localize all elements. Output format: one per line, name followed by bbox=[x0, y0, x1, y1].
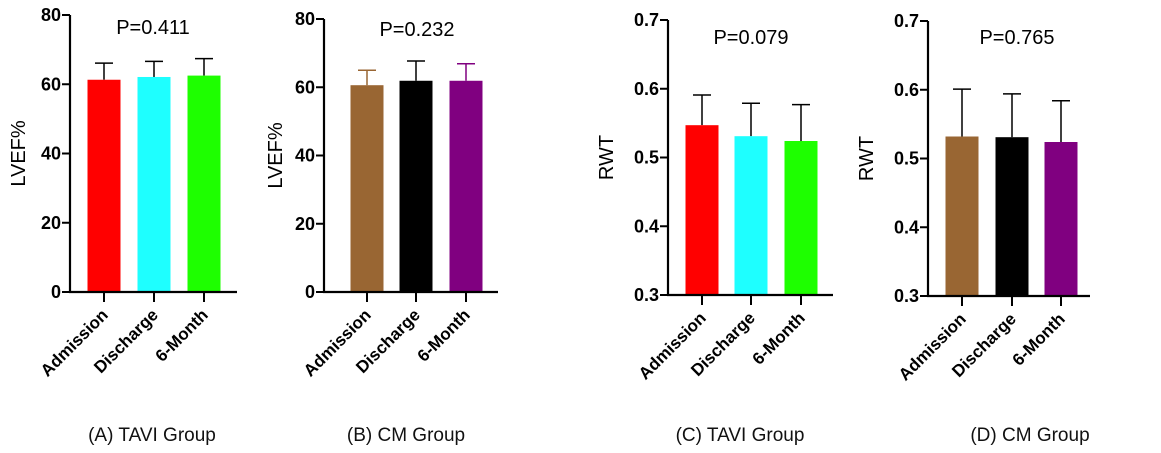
y-tick-label: 40 bbox=[295, 146, 315, 166]
p-value-annotation: P=0.411 bbox=[116, 17, 190, 39]
x-tick-label: 6-Month bbox=[414, 305, 474, 365]
panel-caption: (B) CM Group bbox=[347, 425, 465, 446]
y-axis-label: RWT bbox=[596, 135, 618, 180]
y-tick-label: 0 bbox=[51, 282, 61, 302]
y-tick-label: 0 bbox=[305, 282, 315, 302]
y-tick-label: 0.6 bbox=[634, 79, 659, 99]
bar-admission bbox=[945, 136, 979, 296]
y-axis-label: LVEF% bbox=[265, 122, 287, 189]
y-tick-label: 20 bbox=[295, 214, 315, 234]
bar-discharge bbox=[137, 76, 171, 292]
bar-discharge bbox=[995, 137, 1029, 296]
x-tick-label: 6-Month bbox=[749, 308, 809, 368]
y-axis-label: LVEF% bbox=[8, 120, 30, 187]
y-tick-label: 40 bbox=[41, 144, 61, 164]
panel-a: AdmissionDischarge6-Month020406080LVEF%P… bbox=[8, 5, 237, 446]
y-tick-label: 0.4 bbox=[894, 217, 919, 237]
y-tick-label: 0.6 bbox=[894, 80, 919, 100]
bar-admission bbox=[685, 125, 719, 295]
bar-6-month bbox=[1044, 142, 1078, 296]
y-tick-label: 0.7 bbox=[634, 10, 659, 30]
y-tick-label: 80 bbox=[295, 9, 315, 29]
y-tick-label: 20 bbox=[41, 213, 61, 233]
p-value-annotation: P=0.232 bbox=[379, 19, 454, 41]
panel-c: AdmissionDischarge6-Month0.30.40.50.60.7… bbox=[596, 10, 833, 446]
bar-6-month bbox=[187, 75, 221, 292]
y-tick-label: 0.3 bbox=[634, 285, 659, 305]
bar-admission bbox=[87, 79, 121, 292]
bar-admission bbox=[350, 85, 384, 292]
y-tick-label: 0.3 bbox=[894, 286, 919, 306]
x-tick-label: 6-Month bbox=[152, 305, 212, 365]
panel-d: AdmissionDischarge6-Month0.30.40.50.60.7… bbox=[856, 11, 1090, 446]
p-value-annotation: P=0.765 bbox=[979, 27, 1054, 49]
bar-discharge bbox=[399, 80, 433, 292]
y-tick-label: 0.7 bbox=[894, 11, 919, 31]
x-tick-label: 6-Month bbox=[1009, 309, 1069, 369]
y-tick-label: 80 bbox=[41, 5, 61, 25]
y-tick-label: 0.5 bbox=[634, 148, 659, 168]
y-tick-label: 0.4 bbox=[634, 216, 659, 236]
y-tick-label: 60 bbox=[41, 74, 61, 94]
panel-b: AdmissionDischarge6-Month020406080LVEF%P… bbox=[265, 9, 498, 446]
y-tick-label: 60 bbox=[295, 77, 315, 97]
panel-caption: (C) TAVI Group bbox=[676, 425, 805, 446]
y-tick-label: 0.5 bbox=[894, 149, 919, 169]
bar-6-month bbox=[449, 80, 483, 292]
bar-6-month bbox=[784, 141, 818, 295]
panel-caption: (A) TAVI Group bbox=[88, 425, 216, 446]
bar-discharge bbox=[734, 136, 768, 295]
y-axis-label: RWT bbox=[856, 136, 878, 181]
panel-caption: (D) CM Group bbox=[970, 425, 1089, 446]
p-value-annotation: P=0.079 bbox=[713, 27, 788, 49]
